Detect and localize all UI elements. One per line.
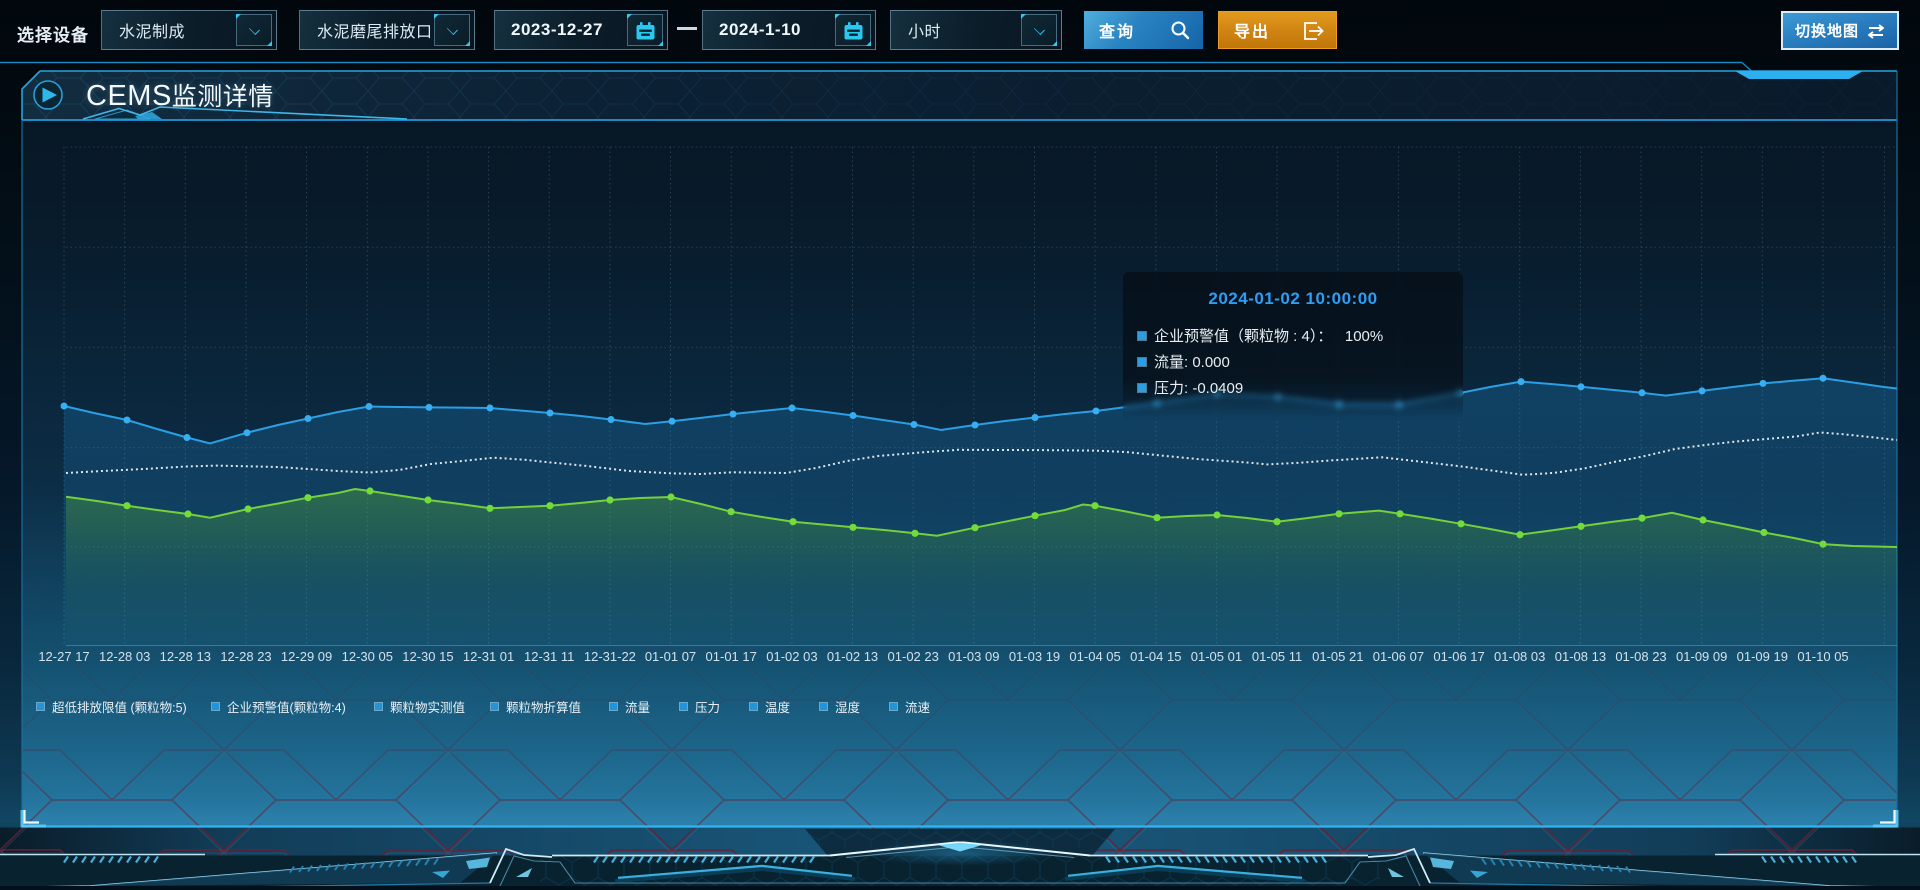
svg-text:01-08 03: 01-08 03 bbox=[1494, 649, 1545, 664]
svg-text:01-09 09: 01-09 09 bbox=[1676, 649, 1727, 664]
svg-text:12-30 15: 12-30 15 bbox=[402, 649, 453, 664]
svg-text:12-31 11: 12-31 11 bbox=[524, 649, 574, 664]
svg-text:01-08 23: 01-08 23 bbox=[1615, 649, 1666, 664]
svg-text:12-31-22: 12-31-22 bbox=[584, 649, 636, 664]
svg-text:01-02 13: 01-02 13 bbox=[827, 649, 878, 664]
svg-text:01-05 01: 01-05 01 bbox=[1191, 649, 1242, 664]
svg-text:01-04 05: 01-04 05 bbox=[1069, 649, 1120, 664]
svg-text:01-02 23: 01-02 23 bbox=[888, 649, 939, 664]
svg-text:12-29 09: 12-29 09 bbox=[281, 649, 332, 664]
svg-text:01-05 11: 01-05 11 bbox=[1252, 649, 1302, 664]
svg-text:01-03 19: 01-03 19 bbox=[1009, 649, 1060, 664]
svg-text:12-27 17: 12-27 17 bbox=[38, 649, 89, 664]
svg-text:01-05 21: 01-05 21 bbox=[1312, 649, 1363, 664]
svg-text:01-02 03: 01-02 03 bbox=[766, 649, 817, 664]
svg-text:01-01 17: 01-01 17 bbox=[706, 649, 757, 664]
svg-text:12-28 03: 12-28 03 bbox=[99, 649, 150, 664]
svg-text:01-01 07: 01-01 07 bbox=[645, 649, 696, 664]
svg-text:12-31 01: 12-31 01 bbox=[463, 649, 514, 664]
svg-text:12-28 13: 12-28 13 bbox=[160, 649, 211, 664]
svg-text:01-03 09: 01-03 09 bbox=[948, 649, 999, 664]
svg-text:01-06 17: 01-06 17 bbox=[1433, 649, 1484, 664]
svg-text:01-04 15: 01-04 15 bbox=[1130, 649, 1181, 664]
svg-text:01-08 13: 01-08 13 bbox=[1555, 649, 1606, 664]
svg-text:01-09 19: 01-09 19 bbox=[1737, 649, 1788, 664]
svg-text:12-28 23: 12-28 23 bbox=[220, 649, 271, 664]
svg-text:01-06 07: 01-06 07 bbox=[1373, 649, 1424, 664]
svg-text:12-30 05: 12-30 05 bbox=[342, 649, 393, 664]
svg-text:01-10 05: 01-10 05 bbox=[1797, 649, 1848, 664]
